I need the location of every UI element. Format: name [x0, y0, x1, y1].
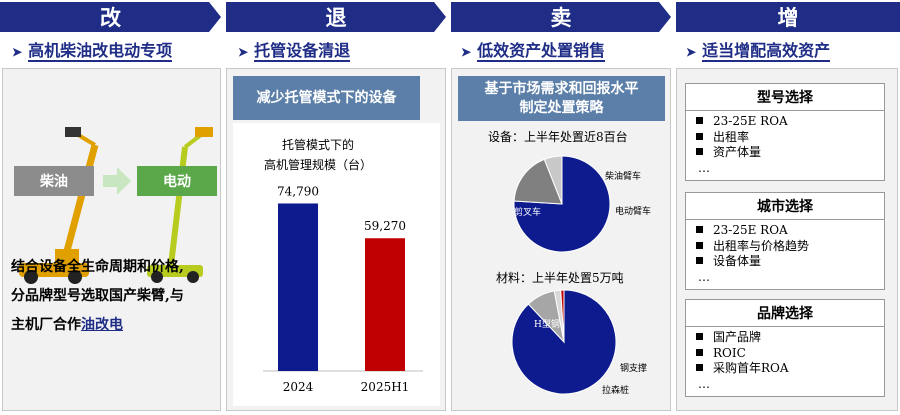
list-item: 国产品牌: [696, 330, 884, 346]
section-title-text: 高机柴油改电动专项: [28, 41, 173, 62]
electric-tag: 电动: [137, 166, 217, 196]
section-title-tui: ➤ 托管设备清退: [238, 40, 351, 64]
pie-label: H型钢: [534, 318, 560, 330]
x-tick-label: 2024: [283, 380, 314, 394]
banner-zeng: 增: [676, 2, 900, 32]
x-tick-label: 2025H1: [361, 380, 410, 394]
banner-label: 卖: [550, 5, 572, 30]
arrow-icon: ➤: [12, 45, 23, 59]
list-item: …: [698, 376, 710, 391]
col3-header-line1: 基于市场需求和回报水平: [484, 81, 639, 97]
pie2-title: 材料：上半年处置5万吨: [496, 271, 624, 285]
bar-2024: [278, 203, 318, 371]
pie-label: 剪叉车: [514, 206, 541, 218]
desc-line: 主机厂合作油改电: [11, 311, 221, 340]
col3-header: 基于市场需求和回报水平 制定处置策略: [458, 76, 665, 121]
pie-label: 拉森桩: [602, 384, 629, 396]
list-item: 23-25E ROA: [696, 114, 884, 130]
city-selection-box: 城市选择 23-25E ROA 出租率与价格趋势 设备体量 …: [685, 192, 885, 290]
banner-tui: 退: [226, 2, 446, 32]
col2-header: 减少托管模式下的设备: [233, 76, 420, 120]
pie-slice: [560, 289, 565, 343]
model-selection-list: 23-25E ROA 出租率 资产体量 …: [686, 111, 884, 176]
brand-selection-box: 品牌选择 国产品牌 ROIC 采购首年ROA …: [685, 299, 885, 397]
bar-chart-title: 托管模式下的 高机管理规模（台）: [233, 135, 403, 175]
bar-chart-title-line2: 高机管理规模（台）: [263, 158, 372, 172]
panel-zeng: 型号选择 23-25E ROA 出租率 资产体量 … 城市选择 23-25E R…: [676, 68, 898, 411]
arrow-icon: ➤: [686, 45, 697, 59]
diesel-boom-lift-icon: [19, 127, 99, 284]
model-selection-box: 型号选择 23-25E ROA 出租率 资产体量 …: [685, 83, 885, 181]
list-item: 资产体量: [696, 145, 884, 161]
city-selection-title: 城市选择: [686, 193, 884, 220]
city-selection-list: 23-25E ROA 出租率与价格趋势 设备体量 …: [686, 220, 884, 285]
banner-mai: 卖: [451, 2, 671, 32]
section-title-gai: ➤ 高机柴油改电动专项: [12, 40, 173, 64]
section-title-zeng: ➤ 适当增配高效资产: [686, 40, 831, 64]
model-selection-title: 型号选择: [686, 84, 884, 111]
oil-to-electric-link[interactable]: 油改电: [81, 317, 123, 333]
pie1-title: 设备：上半年处置近8百台: [488, 130, 628, 144]
diesel-tag: 柴油: [14, 166, 94, 196]
arrow-right-icon: [103, 167, 131, 195]
panel-tui: 减少托管模式下的设备 托管模式下的 高机管理规模（台） 74,790 2024 59…: [226, 68, 446, 411]
col3-header-line2: 制定处置策略: [519, 100, 604, 116]
bar-2025H1: [365, 238, 405, 371]
section-title-text: 适当增配高效资产: [702, 41, 831, 62]
section-title-text: 托管设备清退: [254, 41, 351, 62]
list-item: 23-25E ROA: [696, 223, 884, 239]
desc-line: 结合设备全生命周期和价格,: [11, 259, 184, 275]
panel-mai: 基于市场需求和回报水平 制定处置策略 设备：上半年处置近8百台 剪叉车 柴油臂车电…: [451, 68, 671, 411]
banner-label: 增: [777, 5, 799, 30]
list-item: ROIC: [696, 346, 884, 362]
bar-chart-title-line1: 托管模式下的: [281, 138, 354, 152]
brand-selection-title: 品牌选择: [686, 300, 884, 327]
banner-label: 退: [325, 5, 347, 30]
bar-chart-area: 托管模式下的 高机管理规模（台） 74,790 2024 59,270 2025H1: [233, 123, 440, 406]
banner-label: 改: [100, 5, 121, 30]
list-item: …: [698, 269, 710, 284]
pie-label: 电动臂车: [615, 205, 651, 217]
list-item: 出租率: [696, 130, 884, 146]
data-label: 59,270: [364, 219, 406, 233]
list-item: 采购首年ROA: [696, 361, 884, 377]
section-title-text: 低效资产处置销售: [477, 41, 606, 62]
arrow-icon: ➤: [461, 45, 472, 59]
col1-description: 结合设备全生命周期和价格, 分品牌型号选取国产柴臂,与 主机厂合作油改电: [11, 253, 221, 340]
pie-label: 柴油臂车: [605, 170, 641, 182]
data-label: 74,790: [277, 184, 319, 198]
pie-slice: [543, 155, 563, 205]
desc-line: 分品牌型号选取国产柴臂,与: [11, 288, 184, 304]
panel-gai: 柴油 电动 结合设备全生命周期和价格, 分品牌型号选取国产柴臂,与 主机厂合作油…: [2, 68, 221, 411]
pie-label: 钢支撑: [620, 362, 647, 374]
brand-selection-list: 国产品牌 ROIC 采购首年ROA …: [686, 327, 884, 392]
desc-line-prefix: 主机厂合作: [11, 317, 81, 333]
arrow-icon: ➤: [238, 45, 249, 59]
list-item: 设备体量: [696, 254, 884, 270]
list-item: …: [698, 160, 710, 175]
bar-chart: 74,790 2024 59,270 2025H1: [263, 184, 423, 394]
section-title-mai: ➤ 低效资产处置销售: [461, 40, 606, 64]
pie-slice: [513, 158, 563, 205]
banner-gai: 改: [0, 2, 221, 32]
list-item: 出租率与价格趋势: [696, 239, 884, 255]
